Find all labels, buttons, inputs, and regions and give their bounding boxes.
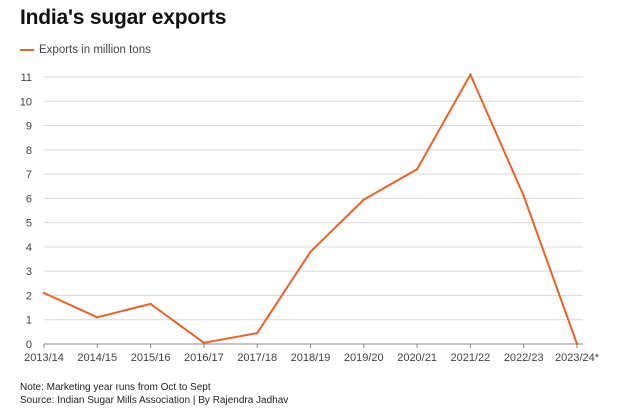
y-tick-label: 4: [26, 242, 32, 254]
footer: Note: Marketing year runs from Oct to Se…: [20, 381, 288, 407]
y-tick-label: 2: [26, 290, 32, 302]
y-tick-label: 9: [26, 121, 32, 133]
data-point: [522, 194, 525, 198]
x-tick-label: 2018/19: [291, 352, 331, 364]
x-tick-label: 2015/16: [131, 352, 171, 364]
legend-swatch: [20, 49, 34, 51]
x-tick-label: 2022/23: [504, 352, 544, 364]
data-point: [575, 342, 579, 346]
legend: Exports in million tons: [20, 44, 151, 56]
x-tick-label: 2016/17: [184, 352, 224, 364]
data-point: [96, 316, 99, 319]
y-tick-label: 3: [26, 266, 32, 278]
x-tick-label: 2014/15: [77, 352, 117, 364]
y-tick-label: 7: [26, 169, 32, 181]
x-tick-label: 2021/22: [451, 352, 491, 364]
data-point: [362, 198, 365, 201]
x-tick-label: 2017/18: [237, 352, 277, 364]
y-tick-label: 11: [21, 72, 32, 84]
y-tick-label: 6: [26, 193, 32, 205]
data-point: [202, 341, 206, 344]
chart-title: India's sugar exports: [20, 6, 227, 29]
y-tick-label: 5: [26, 218, 32, 230]
series-line: [43, 73, 578, 345]
y-tick-label: 1: [26, 315, 32, 327]
grid-lines: [44, 76, 583, 345]
y-tick-label: 8: [26, 145, 32, 157]
y-tick-label: 10: [20, 96, 32, 108]
x-tick-label: 2019/20: [344, 352, 384, 364]
data-point: [415, 168, 419, 171]
x-tick-label: 2013/14: [24, 352, 64, 364]
footer-source: Source: Indian Sugar Mills Association |…: [20, 395, 289, 406]
x-tick-label: 2023/24*: [555, 352, 600, 364]
data-point: [256, 331, 259, 335]
data-point: [469, 73, 472, 76]
data-point: [309, 250, 312, 253]
series-group: [42, 73, 579, 346]
data-point: [149, 302, 152, 306]
y-tick-label: 0: [26, 339, 32, 351]
footer-note: Note: Marketing year runs from Oct to Se…: [20, 382, 211, 393]
data-point: [42, 291, 46, 295]
x-tick-label: 2020/21: [397, 352, 437, 364]
legend-label: Exports in million tons: [39, 44, 151, 56]
x-tick-labels: 2013/14 2014/15 2015/16 2016/17 2017/18 2018/…: [24, 344, 600, 364]
y-tick-labels: 0 1 2 3 4 5 6 7 8 9 10 11: [20, 72, 32, 351]
